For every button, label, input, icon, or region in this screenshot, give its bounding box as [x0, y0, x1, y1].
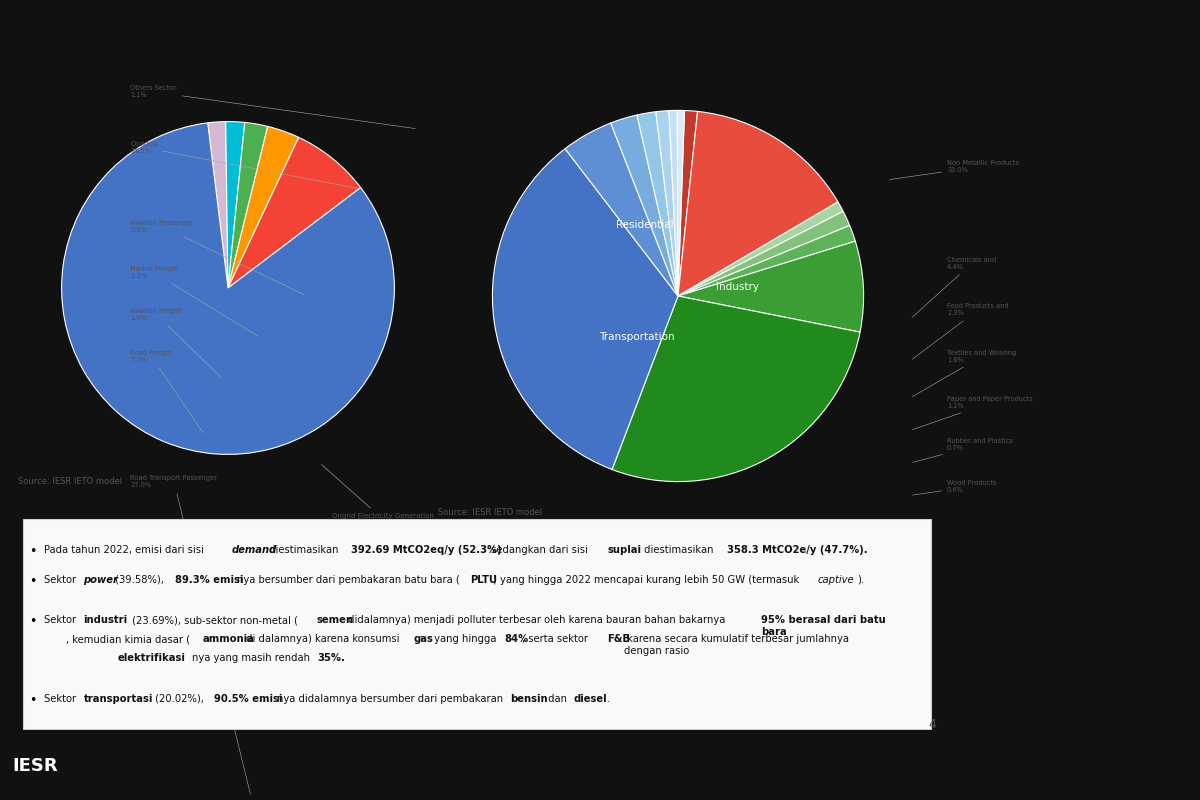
Wedge shape [61, 123, 395, 454]
Text: bensin: bensin [510, 694, 548, 703]
Text: karena secara kumulatif terbesar jumlahnya
dengan rasio: karena secara kumulatif terbesar jumlahn… [624, 634, 850, 656]
Text: Sektor: Sektor [43, 575, 79, 585]
Wedge shape [678, 111, 838, 296]
Text: gas: gas [414, 634, 433, 644]
Text: Marine Freigth
1.3%: Marine Freigth 1.3% [131, 266, 258, 336]
Text: Cooking
14.5%: Cooking 14.5% [131, 141, 360, 189]
Wedge shape [656, 110, 678, 296]
Text: Chemicals and
4.4%: Chemicals and 4.4% [912, 257, 996, 318]
Text: Others Sector
1.1%: Others Sector 1.1% [131, 86, 415, 129]
Text: ammonia: ammonia [203, 634, 254, 644]
Text: 35%.: 35%. [317, 654, 344, 663]
Text: semen: semen [317, 615, 354, 625]
Text: Pada tahun 2022, emisi dari sisi: Pada tahun 2022, emisi dari sisi [43, 545, 206, 555]
Wedge shape [228, 122, 268, 288]
Text: Paper and Paper Products
1.1%: Paper and Paper Products 1.1% [913, 396, 1033, 430]
Text: Transportation: Transportation [599, 332, 674, 342]
Text: nya bersumber dari pembakaran batu bara (: nya bersumber dari pembakaran batu bara … [238, 575, 460, 585]
Wedge shape [677, 110, 684, 296]
Text: Source: IESR IETO model: Source: IESR IETO model [18, 477, 122, 486]
Text: F&B: F&B [607, 634, 630, 644]
Text: 89.3% emisi: 89.3% emisi [175, 575, 242, 585]
Text: demand: demand [232, 545, 277, 555]
Text: 95% berasal dari batu
bara: 95% berasal dari batu bara [761, 615, 886, 637]
Text: power: power [84, 575, 119, 585]
Text: •: • [29, 545, 36, 558]
Text: (20.02%),: (20.02%), [152, 694, 206, 703]
Text: ).: ). [858, 575, 865, 585]
Wedge shape [226, 122, 245, 288]
Text: , serta sektor: , serta sektor [522, 634, 590, 644]
Text: Residential: Residential [616, 221, 673, 230]
Text: demand: demand [834, 63, 878, 73]
Text: •: • [29, 694, 36, 706]
Wedge shape [612, 296, 860, 482]
Text: Sumber-sumber emisi sektor: Sumber-sumber emisi sektor [635, 63, 793, 73]
Wedge shape [678, 110, 697, 296]
Text: nya didalamnya bersumber dari pembakaran: nya didalamnya bersumber dari pembakaran [277, 694, 506, 703]
Text: Food Products and
2.3%: Food Products and 2.3% [912, 303, 1009, 359]
Text: di dalamnya) karena konsumsi: di dalamnya) karena konsumsi [242, 634, 402, 644]
Text: Sektor: Sektor [43, 694, 79, 703]
Wedge shape [637, 112, 678, 296]
Wedge shape [208, 122, 228, 288]
Text: (23.69%), sub-sektor non-metal (: (23.69%), sub-sektor non-metal ( [130, 615, 298, 625]
Text: , kemudian kimia dasar (: , kemudian kimia dasar ( [66, 634, 191, 644]
Text: sedangkan dari sisi: sedangkan dari sisi [487, 545, 590, 555]
Text: Source: IESR IETO model: Source: IESR IETO model [438, 508, 542, 517]
Text: diesel: diesel [574, 694, 607, 703]
Wedge shape [678, 202, 844, 296]
Text: Road Transport Passenger
27.0%: Road Transport Passenger 27.0% [131, 475, 251, 794]
Text: Sektor: Sektor [43, 615, 79, 625]
Wedge shape [228, 138, 361, 288]
Wedge shape [668, 110, 678, 296]
Text: Aviation Freigth
1.4%: Aviation Freigth 1.4% [131, 308, 221, 378]
Text: 4: 4 [928, 718, 936, 730]
Wedge shape [565, 123, 678, 296]
Text: transportasi: transportasi [84, 694, 152, 703]
Text: Rubber and Plastics
0.7%: Rubber and Plastics 0.7% [913, 438, 1013, 462]
Wedge shape [228, 126, 299, 288]
Text: PLTU: PLTU [470, 575, 498, 585]
Text: Industry: Industry [716, 282, 758, 292]
Text: diestimasikan: diestimasikan [265, 545, 341, 555]
Text: IESR: IESR [12, 758, 58, 775]
Text: Aviation Passenger
0.9%: Aviation Passenger 0.9% [131, 220, 305, 294]
Text: (39.58%),: (39.58%), [112, 575, 167, 585]
Text: Textiles and Wearing
1.6%: Textiles and Wearing 1.6% [912, 350, 1016, 397]
Text: Road Freigth
7.7%: Road Freigth 7.7% [131, 350, 203, 433]
Text: diestimasikan: diestimasikan [641, 545, 716, 555]
Text: 358.3 MtCO2e/y (47.7%).: 358.3 MtCO2e/y (47.7%). [727, 545, 868, 555]
Text: 84%: 84% [505, 634, 529, 644]
Text: dan: dan [545, 694, 570, 703]
Text: Wood Products
0.6%: Wood Products 0.6% [913, 480, 997, 495]
Text: yang hingga: yang hingga [431, 634, 499, 644]
Text: suplai: suplai [607, 545, 641, 555]
FancyBboxPatch shape [23, 518, 931, 729]
Text: nya yang masih rendah: nya yang masih rendah [192, 654, 313, 663]
Text: didalamnya) menjadi polluter terbesar oleh karena bauran bahan bakarnya: didalamnya) menjadi polluter terbesar ol… [346, 615, 728, 625]
Wedge shape [611, 115, 678, 296]
Text: .: . [607, 694, 611, 703]
Text: Ongrid Electricity Generation
82.2%: Ongrid Electricity Generation 82.2% [322, 465, 434, 526]
Text: Non Metallic Products
33.0%: Non Metallic Products 33.0% [889, 159, 1019, 180]
Text: elektrifikasi: elektrifikasi [118, 654, 186, 663]
Text: 392.69 MtCO2eq/y (52.3%): 392.69 MtCO2eq/y (52.3%) [352, 545, 502, 555]
Text: industri: industri [84, 615, 127, 625]
Wedge shape [678, 226, 856, 296]
Wedge shape [678, 241, 864, 332]
Title: Sumber-sumber emisi sektor suplai: Sumber-sumber emisi sektor suplai [130, 64, 326, 74]
Text: Membongkar sumber-sumber emisi terbesar sektor energi di Indonesia: Membongkar sumber-sumber emisi terbesar … [18, 20, 860, 40]
Title: Sumber-sumber emisi sektor         : Sumber-sumber emisi sektor [589, 48, 767, 58]
Wedge shape [492, 149, 678, 470]
Text: ) yang hingga 2022 mencapai kurang lebih 50 GW (termasuk: ) yang hingga 2022 mencapai kurang lebih… [493, 575, 803, 585]
Text: •: • [29, 575, 36, 588]
Wedge shape [678, 211, 850, 296]
Text: •: • [29, 615, 36, 628]
Text: captive: captive [817, 575, 854, 585]
Text: 90.5% emisi: 90.5% emisi [215, 694, 283, 703]
